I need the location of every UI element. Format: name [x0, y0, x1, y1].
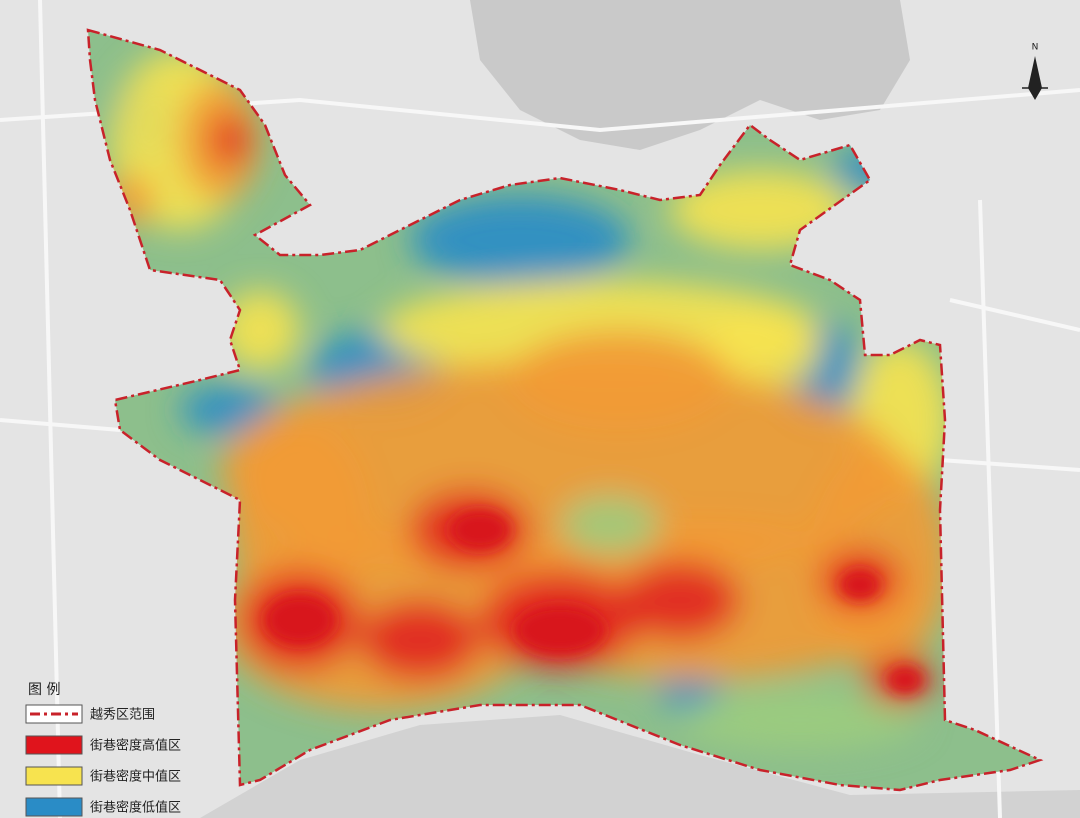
density-core — [887, 666, 923, 694]
north-arrow-shape — [1028, 56, 1042, 100]
legend-label: 街巷密度中值区 — [90, 769, 181, 785]
road — [0, 418, 121, 432]
density-core — [265, 595, 335, 645]
district-boundary — [86, 28, 1044, 792]
density-blob — [560, 495, 660, 555]
density-core — [515, 605, 605, 655]
density-blob — [410, 195, 630, 285]
density-blobs — [105, 50, 950, 750]
density-blob — [360, 600, 480, 680]
density-blob — [660, 670, 720, 710]
density-blob — [700, 310, 820, 390]
density-blob — [680, 690, 920, 750]
road — [949, 298, 1080, 332]
north-arrow: N — [1022, 43, 1048, 100]
legend-swatch — [25, 797, 83, 817]
density-blob — [230, 420, 370, 620]
density-blob — [210, 115, 250, 165]
legend-title: 图 例 — [28, 682, 60, 698]
north-label: N — [1032, 43, 1039, 53]
legend-label: 街巷密度高值区 — [90, 738, 181, 754]
density-blob — [510, 330, 730, 430]
density-cores — [265, 510, 923, 694]
density-blob — [620, 560, 740, 640]
density-core — [450, 510, 510, 550]
density-core — [840, 570, 880, 600]
legend-swatch — [25, 766, 83, 786]
legend-label: 街巷密度低值区 — [90, 800, 181, 816]
legend-swatch — [25, 735, 83, 755]
road — [939, 458, 1080, 472]
road — [978, 199, 1002, 818]
legend-label: 越秀区范围 — [90, 708, 155, 723]
road — [38, 0, 62, 818]
river — [200, 715, 1080, 818]
